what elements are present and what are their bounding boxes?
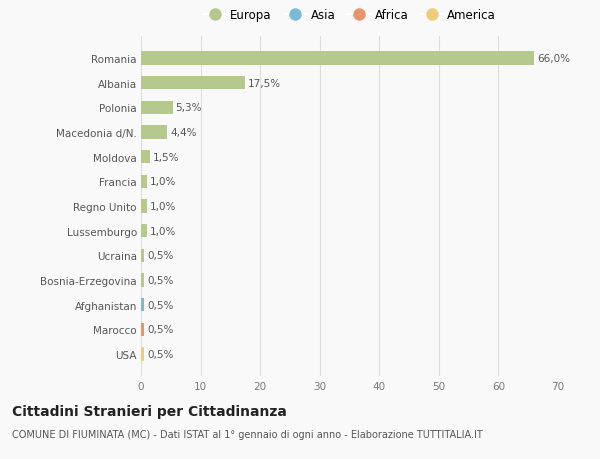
Bar [141, 175, 147, 189]
Text: 1,0%: 1,0% [150, 226, 176, 236]
Bar [141, 224, 147, 238]
Text: 1,0%: 1,0% [150, 202, 176, 212]
Bar [141, 249, 144, 263]
Text: 0,5%: 0,5% [147, 325, 173, 335]
Text: 0,5%: 0,5% [147, 349, 173, 359]
Bar [141, 200, 147, 213]
Bar [141, 52, 534, 66]
Text: COMUNE DI FIUMINATA (MC) - Dati ISTAT al 1° gennaio di ogni anno - Elaborazione : COMUNE DI FIUMINATA (MC) - Dati ISTAT al… [12, 429, 483, 439]
Text: 4,4%: 4,4% [170, 128, 197, 138]
Text: 0,5%: 0,5% [147, 275, 173, 285]
Text: 1,0%: 1,0% [150, 177, 176, 187]
Bar [141, 151, 150, 164]
Bar [141, 126, 167, 140]
Text: 17,5%: 17,5% [248, 78, 281, 89]
Legend: Europa, Asia, Africa, America: Europa, Asia, Africa, America [203, 9, 496, 22]
Text: Cittadini Stranieri per Cittadinanza: Cittadini Stranieri per Cittadinanza [12, 404, 287, 418]
Text: 0,5%: 0,5% [147, 300, 173, 310]
Bar [141, 298, 144, 312]
Bar [141, 347, 144, 361]
Text: 5,3%: 5,3% [176, 103, 202, 113]
Bar [141, 101, 173, 115]
Bar [141, 274, 144, 287]
Text: 66,0%: 66,0% [537, 54, 570, 64]
Text: 0,5%: 0,5% [147, 251, 173, 261]
Text: 1,5%: 1,5% [153, 152, 179, 162]
Bar [141, 77, 245, 90]
Bar [141, 323, 144, 336]
